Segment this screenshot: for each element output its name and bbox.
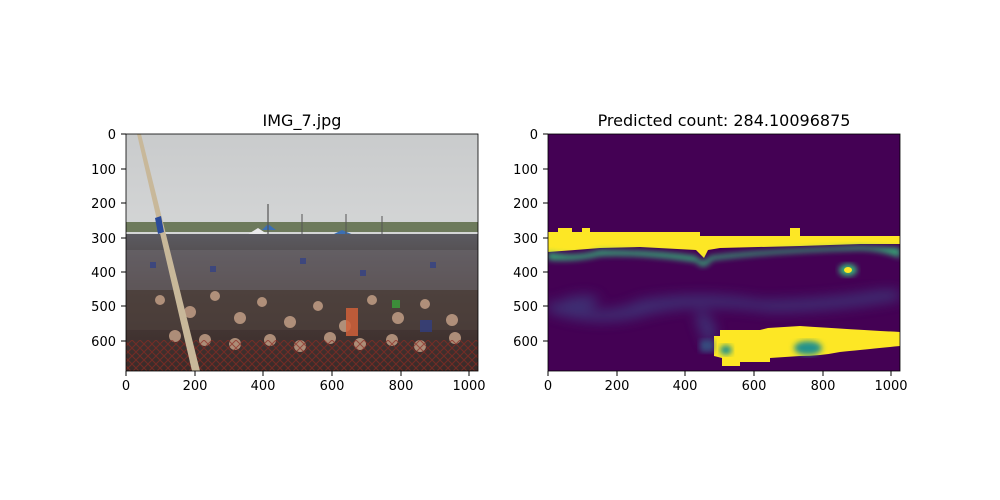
left-y-tick: 200 — [91, 197, 116, 212]
left-x-tick: 200 — [183, 379, 208, 394]
right-x-tick: 0 — [544, 379, 552, 394]
left-y-tick: 300 — [91, 232, 116, 247]
density-band-upper — [548, 228, 900, 267]
density-band-lower — [700, 326, 900, 366]
left-x-tick: 800 — [389, 379, 414, 394]
left-x-tick: 400 — [251, 379, 276, 394]
right-y-tick: 500 — [513, 300, 538, 315]
left-y-tick: 0 — [108, 128, 116, 143]
right-x-tick: 800 — [811, 379, 836, 394]
right-y-tick: 200 — [513, 197, 538, 212]
left-x-tick: 0 — [122, 379, 130, 394]
right-panel-title: Predicted count: 284.10096875 — [598, 111, 851, 130]
right-x-tick: 1000 — [874, 379, 907, 394]
left-x-tick: 600 — [320, 379, 345, 394]
right-y-tick: 0 — [530, 128, 538, 143]
left-y-tick: 600 — [91, 335, 116, 350]
left-y-tick: 500 — [91, 300, 116, 315]
right-y-tick: 400 — [513, 266, 538, 281]
left-panel: IMG_7.jpg — [91, 111, 485, 394]
right-y-axis: 0 100 200 300 400 500 600 — [513, 128, 548, 350]
right-x-tick: 600 — [742, 379, 767, 394]
right-x-axis: 0 200 400 600 800 1000 — [544, 371, 908, 394]
left-x-axis: 0 200 400 600 800 1000 — [122, 371, 486, 394]
right-x-tick: 200 — [605, 379, 630, 394]
left-panel-title: IMG_7.jpg — [263, 111, 342, 131]
crowd-image — [126, 134, 478, 371]
density-map — [548, 134, 900, 371]
right-x-tick: 400 — [673, 379, 698, 394]
right-panel: Predicted count: 284.10096875 — [513, 111, 907, 394]
left-x-tick: 1000 — [452, 379, 485, 394]
left-y-tick: 400 — [91, 266, 116, 281]
left-y-tick: 100 — [91, 163, 116, 178]
right-y-tick: 600 — [513, 335, 538, 350]
right-y-tick: 100 — [513, 163, 538, 178]
left-y-axis: 0 100 200 300 400 500 600 — [91, 128, 126, 350]
right-y-tick: 300 — [513, 232, 538, 247]
